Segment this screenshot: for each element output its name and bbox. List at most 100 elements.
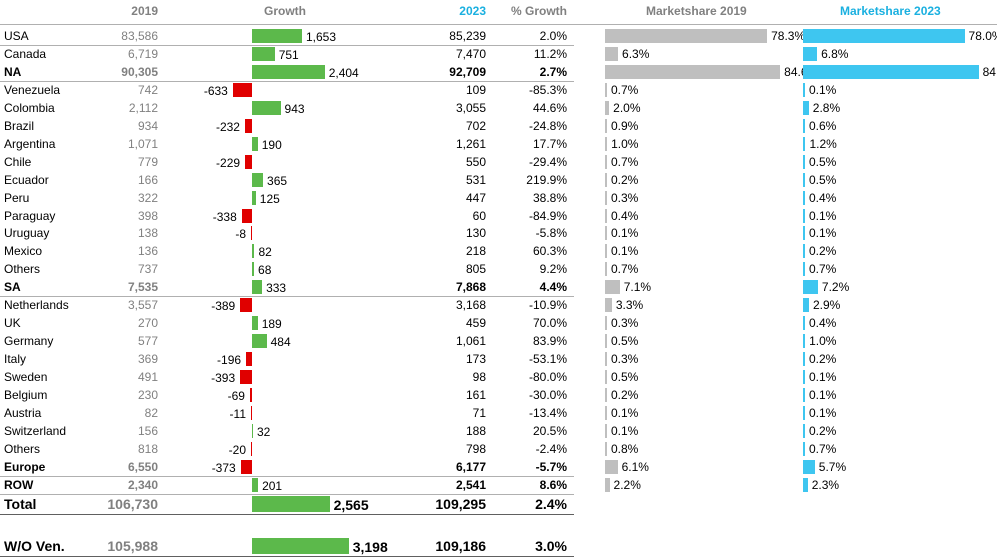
marketshare-2019-bar bbox=[605, 100, 610, 115]
row-name: Brazil bbox=[4, 118, 35, 133]
marketshare-2023-label: 0.4% bbox=[809, 190, 837, 205]
value-2023: 3,055 bbox=[455, 100, 486, 115]
value-2023: 60 bbox=[472, 208, 486, 223]
value-2023: 109,295 bbox=[435, 496, 486, 512]
marketshare-2019-label: 0.1% bbox=[611, 226, 639, 241]
value-2023: 173 bbox=[465, 352, 486, 367]
marketshare-2019-bar bbox=[605, 405, 607, 420]
value-2023: 98 bbox=[472, 370, 486, 385]
growth-label: 2,404 bbox=[328, 65, 359, 80]
marketshare-2023-bar bbox=[803, 388, 805, 402]
value-2023: 459 bbox=[465, 316, 486, 331]
value-2023: 188 bbox=[465, 423, 486, 438]
pct-growth: -30.0% bbox=[528, 388, 567, 402]
growth-bar bbox=[252, 538, 349, 554]
value-2023: 71 bbox=[472, 405, 486, 420]
marketshare-2019-bar bbox=[605, 244, 607, 259]
row-name: USA bbox=[4, 29, 29, 43]
marketshare-2023-bar bbox=[803, 477, 808, 492]
pct-growth: -5.8% bbox=[535, 226, 567, 241]
table-row: Germany 577 1,061 83.9% 484 0.5% 1.0% bbox=[0, 332, 997, 350]
table-row: Europe 6,550 6,177 -5.7% -373 6.1% 5.7% bbox=[0, 458, 997, 476]
growth-bar bbox=[252, 29, 302, 43]
marketshare-2019-bar bbox=[605, 29, 768, 43]
value-2019: 491 bbox=[137, 370, 158, 385]
value-2019: 369 bbox=[137, 352, 158, 367]
marketshare-2019-bar bbox=[605, 208, 607, 223]
marketshare-2019-label: 2.2% bbox=[613, 477, 641, 492]
growth-bar bbox=[252, 496, 330, 512]
growth-label: -20 bbox=[228, 442, 246, 457]
row-name: Others bbox=[4, 441, 41, 456]
pct-growth: 3.0% bbox=[535, 538, 567, 554]
marketshare-2019-bar bbox=[605, 262, 607, 277]
marketshare-2023-bar bbox=[803, 244, 805, 259]
row-separator bbox=[0, 80, 574, 82]
marketshare-2019-label: 0.9% bbox=[611, 118, 639, 133]
marketshare-2023-bar bbox=[803, 172, 805, 187]
value-2023: 447 bbox=[465, 190, 486, 205]
marketshare-2023-label: 0.6% bbox=[809, 118, 837, 133]
marketshare-2019-bar bbox=[605, 82, 607, 97]
growth-bar bbox=[251, 226, 252, 241]
marketshare-2019-bar bbox=[605, 388, 607, 402]
row-name: Ecuador bbox=[4, 172, 49, 187]
growth-bar bbox=[252, 334, 267, 349]
growth-label: -389 bbox=[211, 299, 236, 314]
row-name: W/O Ven. bbox=[4, 538, 65, 554]
row-name: Paraguay bbox=[4, 208, 56, 223]
table-row: Peru 322 447 38.8% 125 0.3% 0.4% bbox=[0, 189, 997, 207]
marketshare-2019-label: 0.2% bbox=[611, 388, 639, 402]
marketshare-2019-label: 0.3% bbox=[611, 352, 639, 367]
marketshare-2019-bar bbox=[605, 352, 607, 367]
header-marketshare-2023: Marketshare 2023 bbox=[840, 4, 941, 18]
pct-growth: 2.4% bbox=[535, 496, 567, 512]
growth-label: 333 bbox=[266, 281, 287, 296]
pct-growth: 17.7% bbox=[532, 136, 567, 151]
table-row: Others 818 798 -2.4% -20 0.8% 0.7% bbox=[0, 440, 997, 458]
marketshare-2019-bar bbox=[605, 226, 607, 241]
growth-label: 2,565 bbox=[333, 497, 369, 513]
marketshare-2023-bar bbox=[803, 82, 805, 97]
growth-label: 1,653 bbox=[306, 30, 337, 44]
growth-bar bbox=[252, 280, 263, 295]
value-2019: 779 bbox=[137, 154, 158, 169]
growth-label: -229 bbox=[216, 155, 241, 170]
marketshare-2023-bar bbox=[803, 280, 818, 295]
row-name: Colombia bbox=[4, 100, 55, 115]
header-2019: 2019 bbox=[131, 4, 158, 18]
pct-growth: 219.9% bbox=[526, 172, 567, 187]
row-name: Sweden bbox=[4, 370, 48, 385]
marketshare-2023-label: 0.1% bbox=[809, 82, 837, 97]
marketshare-2023-label: 0.1% bbox=[809, 405, 837, 420]
pct-growth: 2.7% bbox=[539, 64, 567, 79]
value-2019: 322 bbox=[137, 190, 158, 205]
marketshare-2023-label: 2.3% bbox=[811, 477, 840, 492]
total-row: Total 106,730 109,295 2.4% 2,565 bbox=[0, 492, 997, 514]
table-row: Ecuador 166 531 219.9% 365 0.2% 0.5% bbox=[0, 171, 997, 189]
marketshare-2023-bar bbox=[803, 423, 805, 438]
value-2019: 166 bbox=[137, 172, 158, 187]
growth-label: 943 bbox=[284, 101, 305, 116]
table-row: USA 83,586 85,239 2.0% 1,653 78.3% 78.0% bbox=[0, 27, 997, 45]
value-2023: 218 bbox=[465, 244, 486, 259]
marketshare-2023-bar bbox=[803, 441, 805, 456]
row-name: Netherlands bbox=[4, 298, 69, 313]
value-2023: 1,061 bbox=[455, 334, 486, 349]
marketshare-2023-bar bbox=[803, 29, 965, 43]
table-row: Chile 779 550 -29.4% -229 0.7% 0.5% bbox=[0, 153, 997, 171]
marketshare-2023-label: 0.2% bbox=[809, 244, 837, 259]
row-name: Others bbox=[4, 262, 41, 277]
row-name: Argentina bbox=[4, 136, 56, 151]
value-2019: 230 bbox=[137, 388, 158, 402]
table-row: Uruguay 138 130 -5.8% -8 0.1% 0.1% bbox=[0, 224, 997, 242]
pct-growth: 11.2% bbox=[533, 46, 567, 61]
value-2019: 2,340 bbox=[127, 477, 158, 492]
table-row: UK 270 459 70.0% 189 0.3% 0.4% bbox=[0, 314, 997, 332]
pct-growth: 60.3% bbox=[532, 244, 567, 259]
row-name: Italy bbox=[4, 352, 27, 367]
value-2019: 818 bbox=[137, 441, 158, 456]
marketshare-2023-label: 0.5% bbox=[809, 154, 837, 169]
table-row: Paraguay 398 60 -84.9% -338 0.4% 0.1% bbox=[0, 207, 997, 225]
